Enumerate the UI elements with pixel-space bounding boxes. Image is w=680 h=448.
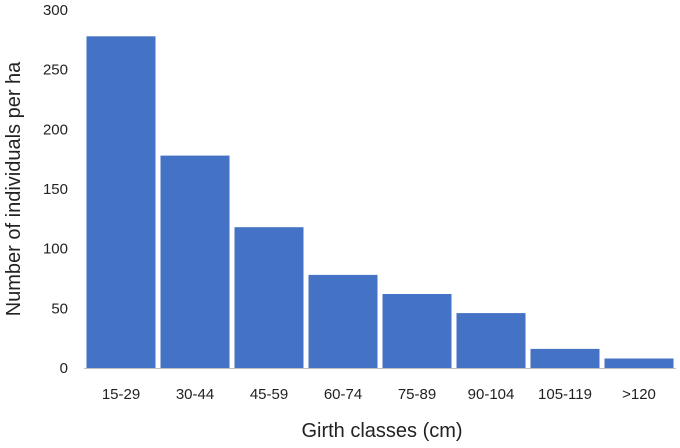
x-tick-label: 105-119 (538, 386, 592, 403)
x-tick-label: 15-29 (102, 386, 140, 403)
x-tick-label: 60-74 (324, 386, 362, 403)
y-axis-title: Number of individuals per ha (3, 61, 25, 316)
y-tick-label: 0 (60, 360, 68, 377)
bar-105-119 (530, 348, 600, 368)
bar-75-89 (382, 294, 452, 368)
y-tick-label: 100 (43, 241, 68, 258)
x-tick-label: 45-59 (250, 386, 288, 403)
bar->120 (604, 358, 674, 368)
bars-group (86, 36, 674, 369)
bar-30-44 (160, 155, 230, 368)
x-tick-label: >120 (622, 386, 656, 403)
y-tick-label: 250 (43, 62, 68, 79)
bar-45-59 (234, 227, 304, 368)
x-tick-label: 90-104 (468, 386, 515, 403)
y-tick-label: 150 (43, 181, 68, 198)
x-tick-label: 30-44 (176, 386, 214, 403)
bar-15-29 (86, 36, 156, 369)
x-axis-ticks: 15-29 30-44 45-59 60-74 75-89 90-104 105-119 >1… (102, 386, 656, 403)
bar-90-104 (456, 313, 526, 368)
bar-60-74 (308, 274, 378, 368)
y-axis-ticks: 0 50 100 150 200 250 300 (43, 2, 68, 377)
y-tick-label: 200 (43, 121, 68, 138)
x-axis-title: Girth classes (cm) (301, 420, 462, 442)
x-tick-label: 75-89 (398, 386, 436, 403)
y-tick-label: 300 (43, 2, 68, 19)
y-tick-label: 50 (51, 300, 68, 317)
